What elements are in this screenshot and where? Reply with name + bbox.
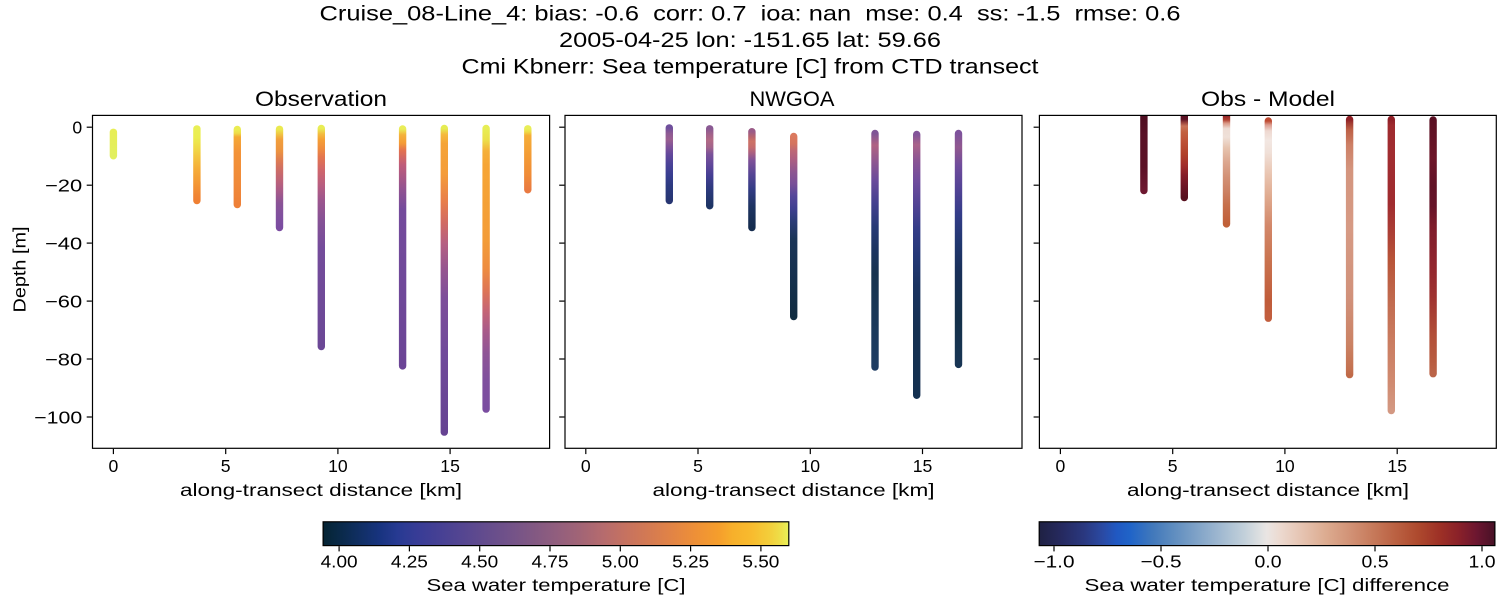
svg-text:0.0: 0.0	[1255, 552, 1282, 572]
svg-text:5: 5	[221, 456, 231, 476]
svg-text:4.75: 4.75	[532, 552, 569, 572]
svg-text:5.50: 5.50	[742, 552, 779, 572]
svg-text:10: 10	[1275, 456, 1295, 476]
svg-text:Obs - Model: Obs - Model	[1201, 87, 1335, 111]
svg-text:−20: −20	[45, 176, 82, 196]
svg-text:−0.5: −0.5	[1141, 552, 1182, 572]
svg-text:Sea water temperature [C] diff: Sea water temperature [C] difference	[1085, 575, 1450, 595]
svg-text:along-transect distance [km]: along-transect distance [km]	[180, 480, 462, 500]
svg-text:2005-04-25 lon: -151.65 lat: 5: 2005-04-25 lon: -151.65 lat: 59.66	[559, 28, 941, 52]
svg-text:−60: −60	[45, 291, 82, 311]
svg-text:Sea water temperature [C]: Sea water temperature [C]	[427, 575, 686, 595]
svg-text:0: 0	[72, 118, 82, 138]
svg-text:10: 10	[801, 456, 821, 476]
svg-text:0.5: 0.5	[1362, 552, 1389, 572]
svg-text:4.00: 4.00	[321, 552, 358, 572]
svg-text:15: 15	[440, 456, 460, 476]
svg-text:−100: −100	[34, 407, 82, 427]
svg-text:15: 15	[913, 456, 933, 476]
svg-text:4.50: 4.50	[461, 552, 498, 572]
svg-text:Cmi Kbnerr: Sea temperature [C: Cmi Kbnerr: Sea temperature [C] from CTD…	[462, 55, 1039, 79]
svg-text:along-transect distance [km]: along-transect distance [km]	[1127, 480, 1409, 500]
svg-text:5: 5	[1168, 456, 1178, 476]
svg-text:−40: −40	[45, 233, 82, 253]
svg-text:Cruise_08-Line_4: bias: -0.6: Cruise_08-Line_4: bias: -0.6 corr: 0.7 i…	[320, 2, 1181, 26]
svg-text:5.25: 5.25	[672, 552, 709, 572]
svg-text:0: 0	[1056, 456, 1066, 476]
svg-text:−1.0: −1.0	[1034, 552, 1075, 572]
svg-text:0: 0	[109, 456, 119, 476]
svg-text:5: 5	[693, 456, 703, 476]
svg-text:−80: −80	[45, 349, 82, 369]
svg-text:15: 15	[1387, 456, 1407, 476]
svg-text:10: 10	[328, 456, 348, 476]
svg-text:1.0: 1.0	[1469, 552, 1496, 572]
svg-text:5.00: 5.00	[602, 552, 639, 572]
svg-text:NWGOA: NWGOA	[750, 87, 836, 111]
svg-text:Observation: Observation	[255, 87, 387, 111]
svg-text:4.25: 4.25	[391, 552, 428, 572]
svg-text:0: 0	[581, 456, 591, 476]
svg-text:along-transect distance [km]: along-transect distance [km]	[653, 480, 935, 500]
svg-text:Depth [m]: Depth [m]	[10, 227, 30, 313]
